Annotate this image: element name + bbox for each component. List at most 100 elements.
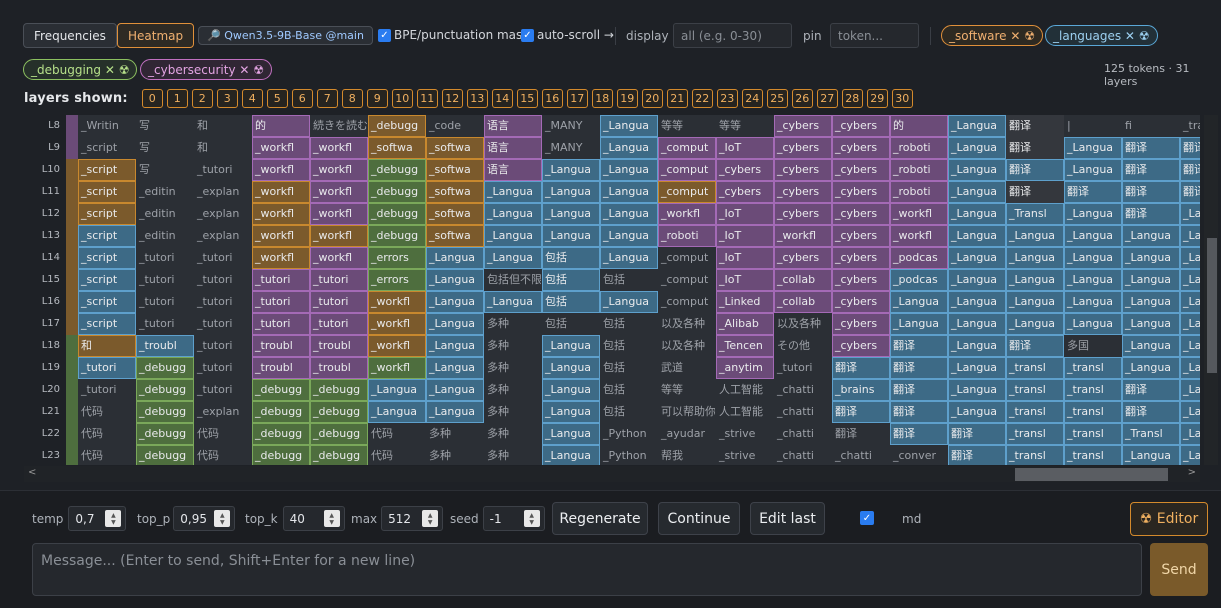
token-cell[interactable]: _Langua: [1122, 291, 1180, 313]
token-cell[interactable]: _Lan: [1180, 445, 1200, 465]
token-cell[interactable]: 多种: [484, 401, 542, 423]
token-cell[interactable]: 翻译: [890, 401, 948, 423]
token-cell[interactable]: _script: [78, 159, 136, 181]
token-cell[interactable]: _tutori: [194, 313, 252, 335]
token-cell[interactable]: 翻译: [832, 423, 890, 445]
token-cell[interactable]: _workfl: [368, 313, 426, 335]
token-cell[interactable]: _roboti: [658, 225, 716, 247]
bpe-mask-toggle[interactable]: ✓ BPE/punctuation mask: [378, 28, 529, 42]
token-cell[interactable]: _workfl: [774, 225, 832, 247]
token-cell[interactable]: _Lan: [1180, 423, 1200, 445]
token-cell[interactable]: _Tencen: [716, 335, 774, 357]
token-cell[interactable]: _Langua: [948, 225, 1006, 247]
token-cell[interactable]: 武道: [658, 357, 716, 379]
token-cell[interactable]: _Alibab: [716, 313, 774, 335]
token-cell[interactable]: _Langua: [948, 137, 1006, 159]
top-k-input[interactable]: 40 ▲ ▼: [282, 506, 345, 531]
token-cell[interactable]: _debugg: [252, 379, 310, 401]
token-cell[interactable]: _debugg: [368, 181, 426, 203]
token-cell[interactable]: _Lan: [1180, 401, 1200, 423]
token-cell[interactable]: _Langua: [948, 269, 1006, 291]
token-cell[interactable]: _softwa: [426, 203, 484, 225]
pin-input[interactable]: token...: [830, 23, 919, 48]
token-cell[interactable]: _softwa: [426, 137, 484, 159]
token-cell[interactable]: 和: [78, 335, 136, 357]
layer-chip-8[interactable]: 8: [341, 88, 363, 108]
message-input[interactable]: Message... (Enter to send, Shift+Enter f…: [32, 543, 1142, 596]
layer-chip-9[interactable]: 9: [366, 88, 388, 108]
token-cell[interactable]: _anytim: [716, 357, 774, 379]
token-cell[interactable]: _cybers: [832, 137, 890, 159]
pin-chip-software[interactable]: _software ✕ ☢: [941, 25, 1043, 46]
token-cell[interactable]: _brains: [832, 379, 890, 401]
send-button[interactable]: Send: [1150, 543, 1208, 596]
token-cell[interactable]: 包括: [542, 247, 600, 269]
spinner-icon[interactable]: ▲ ▼: [214, 510, 231, 527]
token-cell[interactable]: _tutori: [136, 269, 194, 291]
token-cell[interactable]: _collab: [774, 291, 832, 313]
layer-chip-5[interactable]: 5: [266, 88, 288, 108]
layer-chip-29[interactable]: 29: [866, 88, 888, 108]
token-cell[interactable]: _transl: [1064, 357, 1122, 379]
token-cell[interactable]: 等等: [658, 115, 716, 137]
token-cell[interactable]: _cybers: [774, 247, 832, 269]
token-cell[interactable]: _MANY: [542, 115, 600, 137]
token-cell[interactable]: _transl: [1064, 379, 1122, 401]
layer-chip-14[interactable]: 14: [491, 88, 513, 108]
layer-chip-2[interactable]: 2: [191, 88, 213, 108]
frequencies-tab[interactable]: Frequencies: [23, 23, 117, 48]
token-cell[interactable]: _Langua: [600, 181, 658, 203]
scroll-left-icon[interactable]: <: [28, 467, 37, 478]
token-cell[interactable]: _Langua: [948, 357, 1006, 379]
token-cell[interactable]: _debugg: [310, 401, 368, 423]
token-cell[interactable]: _softwa: [426, 181, 484, 203]
temp-input[interactable]: 0,7 ▲ ▼: [68, 506, 127, 531]
token-cell[interactable]: _Langua: [484, 247, 542, 269]
token-cell[interactable]: 包括: [600, 401, 658, 423]
token-cell[interactable]: _transl: [1006, 401, 1064, 423]
token-cell[interactable]: _roboti: [890, 159, 948, 181]
token-cell[interactable]: _script: [78, 247, 136, 269]
token-cell[interactable]: _script: [78, 181, 136, 203]
token-cell[interactable]: _comput: [658, 269, 716, 291]
token-cell[interactable]: _tutori: [774, 357, 832, 379]
token-cell[interactable]: _softwa: [426, 225, 484, 247]
token-cell[interactable]: 翻译: [1122, 379, 1180, 401]
token-cell[interactable]: _Langua: [542, 379, 600, 401]
token-cell[interactable]: _comput: [658, 291, 716, 313]
token-cell[interactable]: _comput: [658, 137, 716, 159]
token-cell[interactable]: _Langua: [600, 247, 658, 269]
token-cell[interactable]: _tutori: [310, 269, 368, 291]
pin-chip-cybersecurity[interactable]: _cybersecurity ✕ ☢: [140, 59, 272, 80]
token-cell[interactable]: 代码: [368, 423, 426, 445]
token-cell[interactable]: _Langua: [600, 203, 658, 225]
token-cell[interactable]: _cybers: [774, 181, 832, 203]
token-cell[interactable]: _cybers: [832, 313, 890, 335]
edit-last-button[interactable]: Edit last: [750, 502, 825, 535]
token-cell[interactable]: _chatti: [774, 401, 832, 423]
token-cell[interactable]: 翻译: [1122, 401, 1180, 423]
vertical-scrollbar[interactable]: [1204, 115, 1218, 465]
token-cell[interactable]: 写: [136, 159, 194, 181]
token-cell[interactable]: 包括: [542, 313, 600, 335]
token-cell[interactable]: _workfl: [890, 225, 948, 247]
token-cell[interactable]: _Langua: [1122, 445, 1180, 465]
token-cell[interactable]: 翻译: [948, 423, 1006, 445]
token-cell[interactable]: 多种: [426, 445, 484, 465]
token-cell[interactable]: 多种: [484, 357, 542, 379]
token-cell[interactable]: _Langua: [426, 291, 484, 313]
token-cell[interactable]: 的: [890, 115, 948, 137]
token-cell[interactable]: _Langua: [542, 203, 600, 225]
token-cell[interactable]: _ayudar: [658, 423, 716, 445]
token-cell[interactable]: _Langua: [1006, 225, 1064, 247]
token-cell[interactable]: _Langua: [426, 269, 484, 291]
token-cell[interactable]: _cybers: [832, 203, 890, 225]
token-cell[interactable]: _tutori: [136, 313, 194, 335]
token-cell[interactable]: _cybers: [832, 159, 890, 181]
token-cell[interactable]: _IoT: [716, 137, 774, 159]
token-cell[interactable]: _explan: [194, 401, 252, 423]
token-cell[interactable]: _tutori: [194, 379, 252, 401]
token-cell[interactable]: 代码: [194, 423, 252, 445]
token-cell[interactable]: _workfl: [252, 159, 310, 181]
spinner-icon[interactable]: ▲ ▼: [523, 510, 540, 527]
